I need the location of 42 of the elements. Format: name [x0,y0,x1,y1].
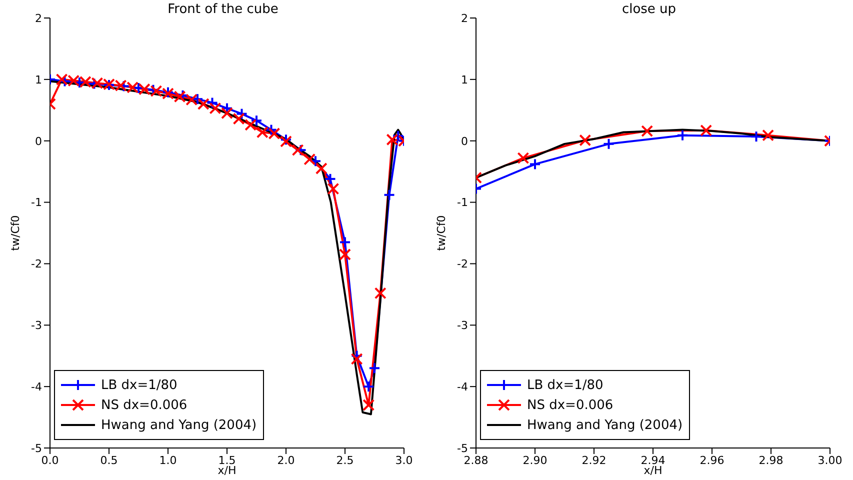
y-tick-label: -2 [31,258,42,271]
x-tick-label: 1.0 [159,454,177,467]
x-tick-label: 3.0 [395,454,413,467]
y-tick-label: 2 [35,12,42,25]
x-tick-label: 1.5 [218,454,236,467]
x-tick-label: 0.5 [100,454,118,467]
x-tick-label: 0.0 [41,454,59,467]
y-tick-label: -4 [457,380,468,394]
legend-label: LB dx=1/80 [527,378,604,392]
chart-title: close up [622,2,676,17]
x-tick-label: 2.96 [700,454,724,467]
legend-label: NS dx=0.006 [527,398,614,412]
x-tick-label: 2.94 [640,454,666,467]
y-tick-label: -3 [457,319,468,332]
y-axis-title: tw/Cf0 [434,215,448,251]
x-tick-label: 2.98 [758,454,784,467]
chart-title: Front of the cube [168,2,278,17]
y-tick-label: -5 [31,442,42,455]
y-tick-label: -1 [457,196,468,210]
x-axis-title: x/H [218,464,236,477]
x-tick-label: 2.88 [464,454,488,467]
y-tick-label: -5 [457,442,468,455]
y-tick-label: 0 [35,134,42,148]
legend-label: LB dx=1/80 [101,378,178,392]
y-tick-label: 2 [461,12,468,25]
y-tick-label: 0 [461,134,468,148]
legend-label: NS dx=0.006 [101,398,188,412]
legend-label: Hwang and Yang (2004) [101,418,257,432]
y-tick-label: -2 [457,258,468,271]
y-axis-title: tw/Cf0 [8,215,22,251]
y-tick-label: -1 [31,196,42,210]
y-tick-label: -4 [31,380,42,394]
y-tick-label: 1 [35,73,42,86]
x-axis-title: x/H [644,464,662,477]
legend-label: Hwang and Yang (2004) [527,418,683,432]
y-tick-label: 1 [461,73,468,86]
x-tick-label: 2.90 [522,454,548,467]
x-tick-label: 2.5 [336,454,354,467]
x-tick-label: 2.92 [582,454,606,467]
x-tick-label: 3.00 [818,454,842,467]
y-tick-label: -3 [31,319,42,332]
x-tick-label: 2.0 [277,454,295,467]
